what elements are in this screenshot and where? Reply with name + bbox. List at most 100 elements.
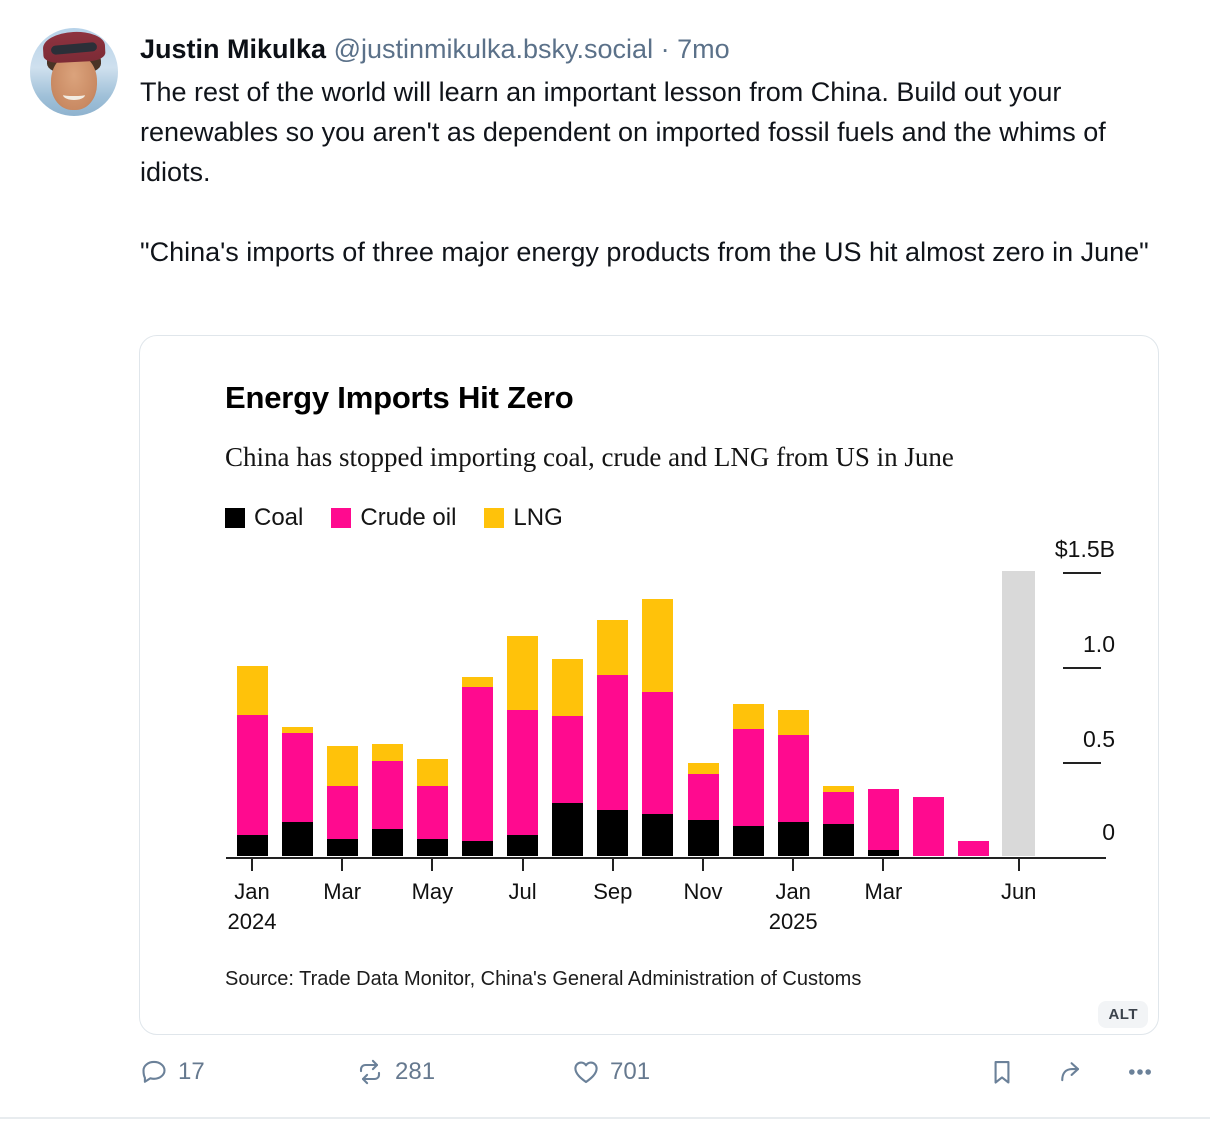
x-axis-label: Jul xyxy=(508,879,537,904)
bar-segment-lng xyxy=(777,710,809,735)
bar-segment-lng xyxy=(507,636,539,710)
x-axis-tick xyxy=(611,859,614,871)
embedded-chart-image[interactable]: Jan 2024 Mar May Jul Sep Nov Jan 2025 Mar Jun $1.5B… xyxy=(139,335,1159,1035)
legend-swatch xyxy=(225,508,245,528)
bar-segment-crude-oil xyxy=(642,692,674,814)
y-axis-dash xyxy=(1063,762,1101,764)
repost-button[interactable]: 281 xyxy=(355,1058,435,1086)
bar-segment-lng xyxy=(552,659,584,716)
alt-badge[interactable]: ALT xyxy=(1098,1001,1148,1028)
chart-legend: Coal Crude oil LNG xyxy=(225,504,563,532)
bar-segment-coal xyxy=(732,826,764,856)
ellipsis-icon xyxy=(1126,1058,1154,1086)
y-axis-dash xyxy=(1063,572,1101,574)
bar-segment-lng xyxy=(822,786,854,792)
y-axis-label: 1.0 xyxy=(1083,631,1115,657)
bar-segment-crude-oil xyxy=(462,687,493,841)
chart-title: Energy Imports Hit Zero xyxy=(225,380,574,415)
x-axis-label: May xyxy=(411,879,454,904)
reply-button[interactable]: 17 xyxy=(140,1058,205,1086)
bar-segment-crude-oil xyxy=(958,841,990,856)
chart-plot: Jan 2024 Mar May Jul Sep Nov Jan 2025 Mar Jun $1.5B… xyxy=(140,336,1158,1034)
bar-segment-crude-oil xyxy=(371,761,403,829)
avatar-smile xyxy=(63,90,85,100)
meta-separator: · xyxy=(660,34,670,64)
x-axis-label: Mar xyxy=(323,879,362,904)
bar-segment-coal xyxy=(326,839,358,856)
chart-subtitle: China has stopped importing coal, crude … xyxy=(225,442,954,472)
bar-segment-lng xyxy=(281,727,313,733)
legend-label: LNG xyxy=(513,504,563,531)
x-axis-line xyxy=(226,857,1106,859)
repost-count: 281 xyxy=(395,1058,436,1085)
bar-segment-crude-oil xyxy=(867,789,899,850)
highlight-column xyxy=(1002,571,1036,856)
x-axis-year-label: 2025 xyxy=(768,909,818,934)
legend-item-coal: Coal xyxy=(225,504,303,532)
post-action-bar: 17 281 701 xyxy=(140,1058,1170,1098)
avatar[interactable] xyxy=(30,28,118,116)
y-axis-label: 0.5 xyxy=(1083,726,1115,752)
bar-segment-lng xyxy=(416,759,448,786)
bar-segment-crude-oil xyxy=(687,774,719,820)
bar-segment-coal xyxy=(416,839,448,856)
like-count: 701 xyxy=(610,1058,651,1085)
x-axis-tick xyxy=(251,859,253,871)
bar-segment-lng xyxy=(642,599,674,692)
x-axis-label: Nov xyxy=(683,879,723,904)
bar-segment-crude-oil xyxy=(732,729,764,826)
bar-segment-crude-oil xyxy=(326,786,358,839)
bar-segment-coal xyxy=(507,835,539,856)
bar-segment-crude-oil xyxy=(822,792,854,824)
bookmark-button[interactable] xyxy=(988,1058,1016,1086)
reply-icon xyxy=(140,1058,168,1086)
x-axis-label: Jan xyxy=(775,879,811,904)
bar-segment-lng xyxy=(236,666,268,715)
y-axis-dash xyxy=(1063,667,1101,669)
post-body-text: The rest of the world will learn an impo… xyxy=(140,77,1149,267)
like-button[interactable]: 701 xyxy=(572,1058,650,1086)
bar-segment-crude-oil xyxy=(597,675,629,810)
x-axis-year-label: 2024 xyxy=(227,909,277,934)
x-axis-tick xyxy=(521,859,524,871)
post-divider xyxy=(0,1117,1210,1119)
x-axis-tick xyxy=(702,859,704,871)
bar-segment-coal xyxy=(867,850,899,856)
bar-segment-coal xyxy=(281,822,313,856)
bar-segment-crude-oil xyxy=(913,797,944,856)
bar-segment-crude-oil xyxy=(416,786,448,839)
legend-swatch xyxy=(484,508,505,528)
avatar-face xyxy=(51,54,97,110)
y-axis-label: 0 xyxy=(1102,819,1115,845)
heart-icon xyxy=(572,1058,600,1086)
x-axis-tick xyxy=(792,859,795,871)
bar-segment-lng xyxy=(462,677,493,687)
x-axis-label: Jan xyxy=(234,879,270,904)
chart-source: Source: Trade Data Monitor, China's Gene… xyxy=(225,968,862,990)
more-options-button[interactable] xyxy=(1126,1058,1154,1086)
bar-segment-crude-oil xyxy=(236,715,268,835)
x-axis-label: Sep xyxy=(593,879,633,904)
bar-segment-coal xyxy=(552,803,584,856)
share-button[interactable] xyxy=(1056,1058,1086,1086)
reply-count: 17 xyxy=(178,1058,205,1085)
bar-segment-lng xyxy=(371,744,403,761)
author-name[interactable]: Justin Mikulka xyxy=(140,34,327,64)
legend-label: Coal xyxy=(254,504,304,531)
bar-segment-crude-oil xyxy=(281,733,313,822)
x-axis-tick xyxy=(1017,859,1020,871)
author-handle[interactable]: @justinmikulka.bsky.social xyxy=(333,34,654,64)
bar-segment-crude-oil xyxy=(507,710,539,835)
bar-segment-crude-oil xyxy=(777,735,809,822)
x-axis-label: Jun xyxy=(1000,879,1037,904)
legend-swatch xyxy=(331,508,352,528)
bar-segment-coal xyxy=(687,820,719,856)
legend-item-lng: LNG xyxy=(484,504,563,532)
bar-segment-coal xyxy=(597,810,629,856)
bar-segment-lng xyxy=(597,620,629,675)
bar-segment-lng xyxy=(732,704,764,729)
x-axis-tick xyxy=(431,859,434,871)
post-timestamp[interactable]: 7mo xyxy=(677,34,730,64)
post-header: Justin Mikulka @justinmikulka.bsky.socia… xyxy=(140,32,1170,66)
